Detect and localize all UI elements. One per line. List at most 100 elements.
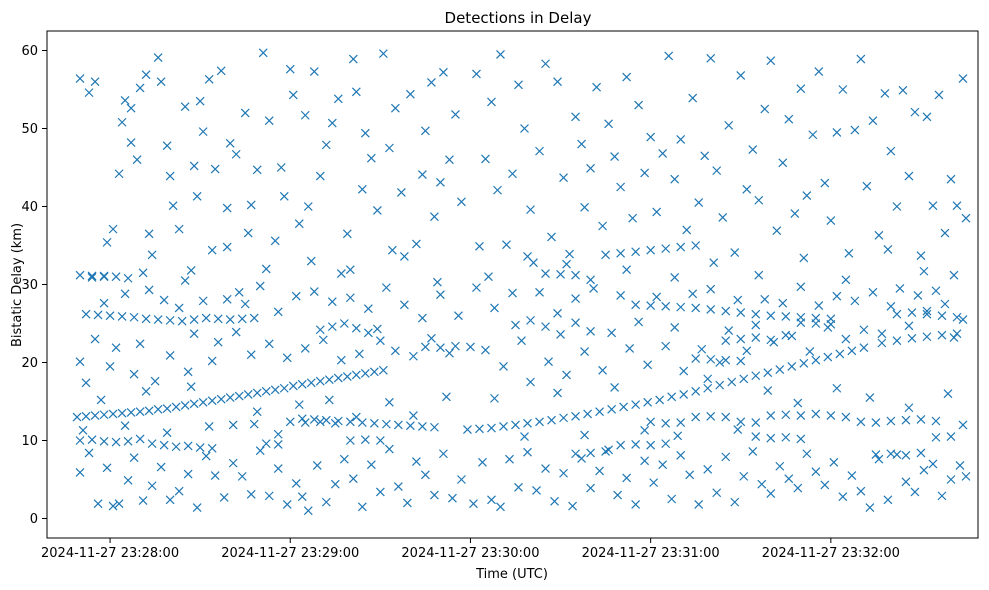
data-point — [706, 354, 716, 364]
data-point — [180, 102, 190, 112]
data-point — [625, 344, 635, 353]
data-point — [835, 349, 845, 359]
data-point — [351, 412, 361, 422]
data-point — [249, 419, 259, 429]
data-point — [264, 116, 274, 126]
data-point — [679, 390, 689, 399]
data-point — [748, 145, 758, 154]
data-point — [907, 308, 917, 318]
data-point — [327, 118, 337, 128]
data-point — [547, 415, 556, 425]
data-point — [369, 418, 379, 428]
data-point — [90, 77, 100, 87]
data-point — [339, 319, 349, 328]
data-point — [321, 415, 331, 425]
data-point — [814, 301, 824, 310]
data-point — [345, 436, 355, 445]
data-point — [721, 355, 731, 365]
data-point — [892, 309, 902, 319]
data-point — [396, 188, 406, 197]
data-point — [703, 464, 713, 474]
data-point — [117, 312, 127, 321]
data-point — [255, 446, 265, 456]
data-point — [526, 315, 535, 325]
data-point — [676, 450, 686, 460]
data-point — [435, 343, 445, 353]
data-point — [691, 354, 701, 364]
data-point — [919, 266, 929, 276]
data-point — [276, 163, 286, 172]
data-point — [877, 338, 887, 348]
data-point — [751, 418, 761, 427]
data-point — [868, 116, 878, 126]
data-point — [481, 345, 490, 355]
data-point — [222, 294, 232, 304]
data-point — [865, 503, 875, 513]
data-point — [844, 248, 854, 258]
data-point — [306, 256, 316, 266]
data-point — [841, 412, 851, 422]
data-point — [631, 439, 641, 449]
data-point — [129, 369, 139, 379]
data-point — [823, 352, 833, 362]
data-point — [937, 491, 947, 501]
data-point — [270, 236, 280, 246]
data-point — [652, 292, 662, 302]
data-point — [856, 417, 866, 427]
data-point — [676, 242, 686, 252]
data-point — [481, 154, 490, 164]
scatter-points — [72, 48, 971, 516]
data-point — [814, 67, 824, 76]
data-point — [345, 265, 355, 275]
data-point — [240, 299, 250, 309]
data-point — [871, 450, 881, 459]
data-point — [652, 207, 662, 217]
data-point — [321, 497, 331, 507]
data-point — [646, 245, 656, 255]
data-point — [339, 454, 349, 464]
data-point — [201, 313, 211, 323]
data-point — [793, 398, 803, 408]
data-point — [712, 488, 722, 498]
data-point — [571, 294, 580, 303]
data-point — [162, 404, 172, 413]
data-point — [144, 229, 154, 239]
data-point — [886, 416, 896, 426]
data-point — [90, 411, 100, 420]
data-point — [898, 85, 908, 95]
data-point — [171, 442, 181, 452]
data-point — [670, 322, 680, 332]
data-point — [252, 407, 262, 417]
data-point — [706, 305, 716, 314]
data-point — [781, 432, 791, 442]
data-point — [490, 393, 499, 403]
data-point — [315, 171, 325, 181]
data-point — [580, 347, 590, 357]
data-point — [526, 205, 535, 215]
data-point — [556, 329, 565, 339]
data-point — [336, 269, 346, 279]
data-point — [291, 478, 301, 488]
data-point — [886, 301, 896, 311]
data-point — [487, 97, 496, 107]
data-point — [958, 420, 968, 430]
data-point — [859, 325, 869, 335]
data-point — [237, 471, 247, 481]
data-point — [475, 424, 484, 434]
data-point — [201, 451, 211, 461]
data-point — [174, 224, 184, 234]
data-point — [120, 95, 130, 105]
data-point — [829, 457, 839, 467]
data-point — [751, 432, 761, 442]
data-point — [760, 294, 770, 304]
data-point — [442, 392, 451, 402]
data-point — [210, 164, 220, 174]
data-point — [535, 287, 544, 297]
data-point — [850, 125, 860, 135]
data-point — [75, 74, 85, 84]
data-point — [183, 441, 193, 451]
data-point — [496, 502, 505, 512]
data-point — [748, 446, 758, 456]
data-point — [823, 322, 833, 332]
data-point — [634, 100, 644, 110]
